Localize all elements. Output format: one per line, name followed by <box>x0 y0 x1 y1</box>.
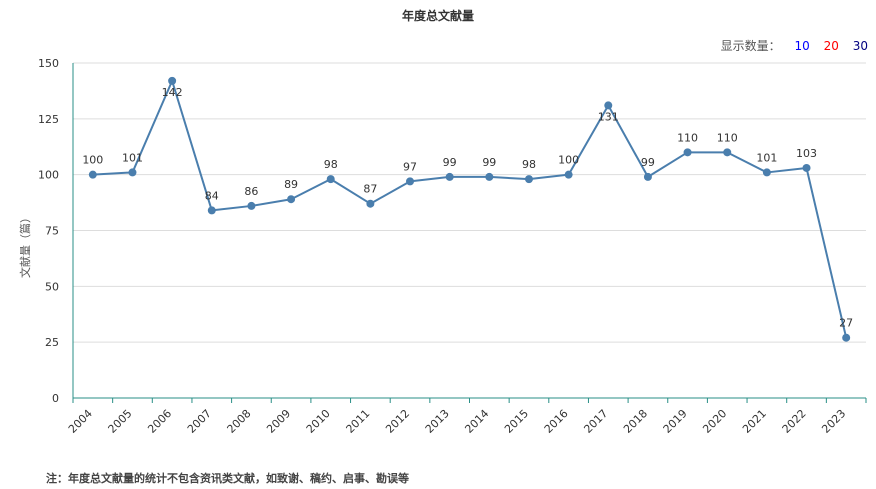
data-point <box>207 206 216 215</box>
data-label: 99 <box>641 156 655 169</box>
data-point <box>485 172 494 181</box>
data-point <box>168 76 177 85</box>
x-tick-label: 2008 <box>225 407 254 436</box>
display-count-label: 显示数量： <box>720 39 781 53</box>
data-point <box>604 101 613 110</box>
chart-title: 年度总文献量 <box>401 9 474 23</box>
x-tick-label: 2004 <box>66 407 95 436</box>
x-tick-label: 2020 <box>700 407 729 436</box>
data-point <box>802 163 811 172</box>
data-label: 98 <box>324 158 338 171</box>
data-label: 27 <box>839 317 853 330</box>
x-tick-label: 2018 <box>621 407 650 436</box>
series-line <box>92 79 848 338</box>
data-point <box>524 175 533 184</box>
data-point <box>406 177 415 186</box>
footnote: 注：年度总文献量的统计不包含资讯类文献，如致谢、稿约、启事、勘误等 <box>46 472 409 485</box>
data-point <box>88 170 97 179</box>
data-label: 87 <box>363 183 377 196</box>
display-count-controls: 显示数量： 10 20 30 <box>721 37 868 54</box>
x-tick-label: 2015 <box>502 407 531 436</box>
x-tick-label: 2019 <box>661 407 690 436</box>
data-label: 99 <box>482 156 496 169</box>
x-tick-label: 2005 <box>106 407 135 436</box>
data-point <box>564 170 573 179</box>
data-point <box>762 168 771 177</box>
data-label: 89 <box>284 178 298 191</box>
data-label: 103 <box>796 147 817 160</box>
x-tick-label: 2021 <box>740 407 769 436</box>
y-tick-label: 100 <box>38 169 59 182</box>
data-label: 142 <box>162 86 183 99</box>
data-label: 86 <box>244 185 258 198</box>
x-tick-label: 2022 <box>780 407 809 436</box>
y-tick-label: 0 <box>52 392 59 405</box>
y-tick-label: 25 <box>45 336 59 349</box>
data-point <box>643 172 652 181</box>
data-label: 131 <box>598 110 619 123</box>
x-tick-label: 2006 <box>145 407 174 436</box>
data-point <box>683 148 692 157</box>
display-count-option-30[interactable]: 30 <box>852 39 868 53</box>
x-tick-label: 2016 <box>542 407 571 436</box>
x-tick-label: 2012 <box>383 407 412 436</box>
data-label: 97 <box>403 160 417 173</box>
data-label: 100 <box>82 154 103 167</box>
data-point <box>445 172 454 181</box>
data-point <box>287 195 296 204</box>
data-label: 101 <box>756 151 777 164</box>
x-tick-label: 2010 <box>304 407 333 436</box>
y-tick-label: 150 <box>38 57 59 70</box>
y-tick-label: 75 <box>45 225 59 238</box>
data-point <box>128 168 137 177</box>
display-count-option-20[interactable]: 20 <box>823 39 839 53</box>
data-label: 98 <box>522 158 536 171</box>
data-point <box>247 201 256 210</box>
x-tick-label: 2014 <box>462 407 491 436</box>
data-point <box>842 333 851 342</box>
display-count-option-10[interactable]: 10 <box>794 39 810 53</box>
x-tick-label: 2013 <box>423 407 452 436</box>
data-label: 110 <box>717 131 738 144</box>
data-point <box>366 199 375 208</box>
x-tick-label: 2011 <box>344 407 373 436</box>
y-tick-label: 125 <box>38 113 59 126</box>
data-label: 101 <box>122 151 143 164</box>
data-point <box>326 175 335 184</box>
y-tick-label: 50 <box>45 280 59 293</box>
x-tick-label: 2017 <box>581 407 610 436</box>
data-label: 99 <box>443 156 457 169</box>
data-label: 100 <box>558 154 579 167</box>
data-label: 110 <box>677 131 698 144</box>
x-tick-label: 2023 <box>819 407 848 436</box>
x-tick-label: 2007 <box>185 407 214 436</box>
x-tick-label: 2009 <box>264 407 293 436</box>
data-label: 84 <box>205 189 219 202</box>
data-point <box>723 148 732 157</box>
